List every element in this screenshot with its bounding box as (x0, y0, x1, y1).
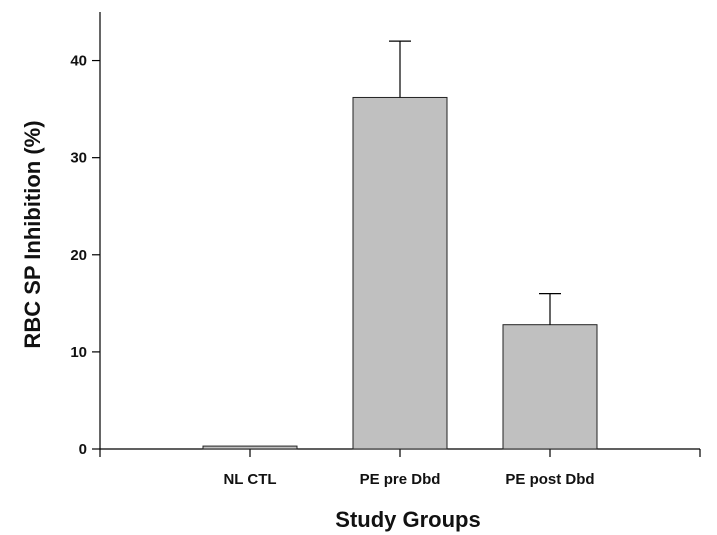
y-tick-label: 20 (70, 247, 87, 264)
error-bars (389, 40, 561, 325)
y-tick-label: 0 (79, 441, 87, 458)
x-axis-ticks: NL CTL PE pre Dbd PE post Dbd (99, 449, 701, 488)
bar (352, 96, 448, 450)
y-axis-title: RBC SP Inhibition (%) (20, 120, 45, 348)
y-tick-label: 10 (70, 344, 87, 361)
x-tick-label: PE pre Dbd (360, 471, 441, 488)
x-tick-label: PE post Dbd (505, 471, 594, 488)
x-axis-title: Study Groups (335, 507, 480, 532)
bars (202, 96, 598, 450)
y-axis-ticks: 0 10 20 30 40 (70, 53, 100, 458)
x-tick-label: NL CTL (223, 471, 276, 488)
bar (202, 445, 298, 450)
y-tick-label: 30 (70, 150, 87, 167)
bar (502, 324, 598, 450)
y-tick-label: 40 (70, 53, 87, 70)
